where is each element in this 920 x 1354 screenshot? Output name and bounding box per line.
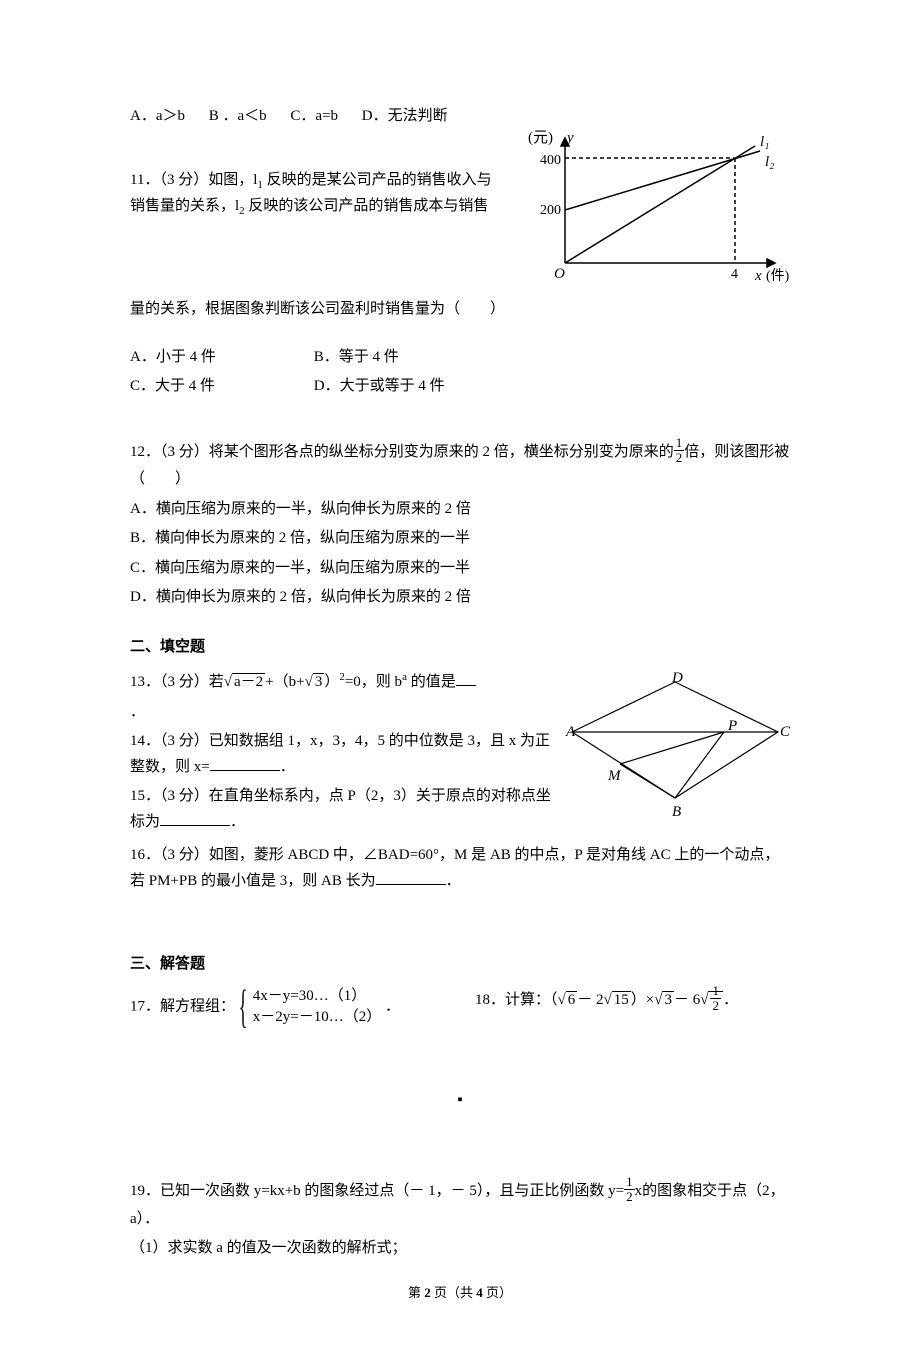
q11-opt-d: D．大于或等于 4 件 — [314, 378, 445, 394]
q12-stem: 12．（3 分）将某个图形各点的纵坐标分别变为原来的 2 倍，横坐标分别变为原来… — [130, 438, 790, 493]
sqrt-a-2: a－2 — [224, 670, 265, 696]
section-3-title: 三、解答题 — [130, 952, 790, 978]
chart-l2: l₂ — [765, 154, 774, 170]
q17: 17．解方程组： 4x－y=30…（1） x－2y=－10…（2） ． — [130, 986, 445, 1028]
q10-opt-b: B ．a＜b — [209, 104, 267, 130]
page-footer: 第 2 页（共 4 页） — [130, 1282, 790, 1304]
q19-sub1: （1）求实数 a 的值及一次函数的解析式； — [130, 1236, 790, 1262]
sqrt-3: 3 — [305, 670, 325, 696]
sqrt-half: 12 — [700, 986, 723, 1016]
q14-blank — [210, 755, 280, 771]
q12-opt-a: A．横向压缩为原来的一半，纵向伸长为原来的 2 倍 — [130, 497, 790, 523]
svg-text:(件): (件) — [766, 268, 790, 284]
chart-ytick-200: 200 — [540, 203, 561, 218]
svg-text:C: C — [780, 724, 790, 740]
q10-opt-a: A．a＞b — [130, 104, 185, 130]
chart-l1: l₁ — [760, 134, 769, 150]
fraction-half: 12 — [674, 436, 685, 466]
svg-text:P: P — [727, 718, 737, 734]
chart-origin: O — [554, 266, 565, 282]
q18: 18．计算：（6－ 215）×3－ 612． — [475, 986, 790, 1028]
q16: 16．（3 分）如图，菱形 ABCD 中，∠BAD=60°，M 是 AB 的中点… — [130, 843, 790, 894]
svg-text:M: M — [607, 768, 622, 784]
rhombus-figure: A C D B M P — [560, 672, 790, 832]
q13-blank — [456, 670, 476, 686]
svg-text:y: y — [565, 130, 574, 146]
q17-q18-row: 17．解方程组： 4x－y=30…（1） x－2y=－10…（2） ． 18．计… — [130, 986, 790, 1028]
svg-text:A: A — [565, 724, 576, 740]
q19: 19．已知一次函数 y=kx+b 的图象经过点（－ 1，－ 5），且与正比例函数… — [130, 1177, 790, 1232]
q10-options: A．a＞b B ．a＜b C．a=b D．无法判断 — [130, 104, 790, 130]
q11-figure: (元) y 400 200 O 4 x (件) l₁ l₂ — [510, 128, 790, 298]
q12-opt-d: D．横向伸长为原来的 2 倍，纵向伸长为原来的 2 倍 — [130, 585, 790, 611]
q11-options-row2: C．大于 4 件 D．大于或等于 4 件 — [130, 374, 790, 400]
q11-opt-b: B．等于 4 件 — [314, 349, 399, 365]
q10-opt-d: D．无法判断 — [362, 104, 448, 130]
q12-opt-b: B．横向伸长为原来的 2 倍，纵向压缩为原来的一半 — [130, 526, 790, 552]
chart-xtick-4: 4 — [731, 267, 738, 282]
svg-text:D: D — [671, 672, 683, 686]
svg-text:x: x — [754, 268, 762, 284]
svg-text:B: B — [672, 804, 681, 820]
q10-opt-c: C．a=b — [290, 104, 338, 130]
chart-ytick-400: 400 — [540, 153, 561, 168]
q11-opt-c: C．大于 4 件 — [130, 374, 310, 400]
q11-opt-a: A．小于 4 件 — [130, 345, 310, 371]
section-2-title: 二、填空题 — [130, 635, 790, 661]
q12-opt-c: C．横向压缩为原来的一半，纵向压缩为原来的一半 — [130, 556, 790, 582]
q15-blank — [160, 810, 230, 826]
q16-blank — [376, 869, 446, 885]
q11-options-row1: A．小于 4 件 B．等于 4 件 — [130, 345, 790, 371]
mid-marker: ▪ — [130, 1088, 790, 1114]
equation-system: 4x－y=30…（1） x－2y=－10…（2） — [239, 986, 381, 1028]
chart-ylabel: (元) — [528, 130, 553, 146]
